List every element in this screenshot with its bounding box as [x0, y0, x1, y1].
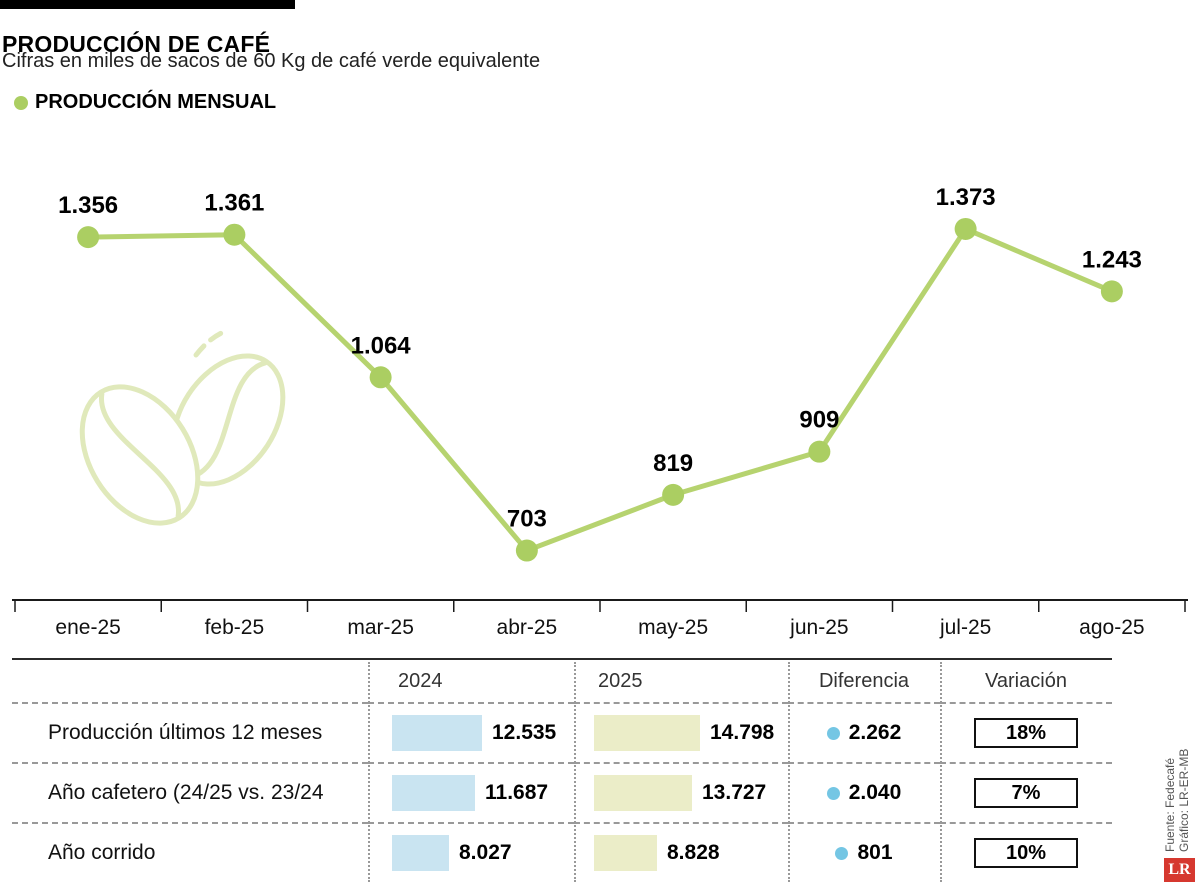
column-divider — [940, 662, 942, 882]
col-header-diferencia: Diferencia — [818, 669, 910, 692]
diff-value: 2.040 — [848, 781, 902, 804]
diff-dot-icon — [826, 786, 840, 800]
x-axis-label: may-25 — [638, 616, 708, 639]
credits: Fuente: Fedecafé Gráfico: LR-ER-MB — [1163, 749, 1191, 852]
legend-label: PRODUCCIÓN MENSUAL — [35, 91, 277, 113]
point-value-label: 1.243 — [1082, 246, 1142, 273]
value-2024: 11.687 — [485, 781, 549, 804]
data-point — [808, 440, 831, 463]
diff-dot-icon — [826, 726, 840, 740]
cell-2025: 14.798 — [574, 702, 788, 762]
data-point — [515, 539, 538, 562]
cell-2024: 11.687 — [368, 762, 574, 822]
legend: PRODUCCIÓN MENSUAL — [14, 91, 276, 114]
row-label: Año corrido — [12, 822, 368, 882]
cell-diferencia: 2.040 — [788, 762, 940, 822]
page-subtitle: Cifras en miles de sacos de 60 Kg de caf… — [2, 50, 541, 72]
point-value-label: 1.356 — [58, 192, 118, 219]
column-divider — [574, 662, 576, 882]
x-axis-label: ago-25 — [1079, 616, 1144, 639]
bar-2025 — [594, 775, 692, 811]
column-divider — [788, 662, 790, 882]
series-line — [88, 226, 1113, 554]
x-axis-label: feb-25 — [205, 616, 265, 639]
x-axis-label: abr-25 — [497, 616, 558, 639]
diff-value: 801 — [857, 841, 893, 864]
data-point — [77, 226, 100, 249]
variation-box: 10% — [974, 838, 1078, 868]
page-title: PRODUCCIÓN DE CAFÉ — [2, 31, 271, 58]
cell-variacion: 10% — [940, 822, 1112, 882]
x-axis-label: ene-25 — [55, 616, 120, 639]
cell-diferencia: 801 — [788, 822, 940, 882]
row-label: Producción últimos 12 meses — [12, 702, 368, 762]
data-point — [223, 223, 246, 246]
variation-box: 18% — [974, 718, 1078, 748]
col-header-2024: 2024 — [398, 669, 443, 692]
summary-table: 2024 2025 Diferencia Variación Producció… — [12, 658, 1112, 882]
coffee-beans-icon — [79, 328, 286, 526]
legend-dot-icon — [14, 95, 28, 110]
cell-2025: 8.828 — [574, 822, 788, 882]
bar-2024 — [392, 835, 449, 871]
diff-dot-icon — [835, 846, 849, 860]
x-axis-label: jul-25 — [939, 616, 991, 639]
diff-value: 2.262 — [848, 721, 902, 744]
value-2025: 14.798 — [710, 721, 775, 744]
value-2025: 8.828 — [667, 841, 720, 864]
bar-2025 — [594, 715, 700, 751]
col-header-variacion: Variación — [985, 669, 1067, 692]
point-value-label: 1.064 — [351, 332, 412, 359]
point-value-label: 1.373 — [936, 184, 996, 211]
data-point — [1100, 280, 1123, 303]
line-chart-svg: 1.356 ene-25 1.361 feb-25 1.064 mar-25 703 abr-… — [12, 184, 1188, 639]
point-value-label: 909 — [799, 407, 839, 434]
point-value-label: 703 — [507, 506, 547, 533]
x-axis-label: mar-25 — [347, 616, 414, 639]
bar-2025 — [594, 835, 657, 871]
variation-box: 7% — [974, 778, 1078, 808]
table-corner-cell — [12, 660, 368, 702]
bar-2024 — [392, 715, 482, 751]
value-2024: 8.027 — [459, 841, 512, 864]
data-point — [662, 483, 685, 506]
row-label: Año cafetero (24/25 vs. 23/24 — [12, 762, 368, 822]
cell-2024: 8.027 — [368, 822, 574, 882]
credit-source: Fuente: Fedecafé — [1163, 758, 1177, 852]
chart-layer: 1.356 ene-25 1.361 feb-25 1.064 mar-25 703 abr-… — [12, 184, 1188, 639]
cell-diferencia: 2.262 — [788, 702, 940, 762]
point-value-label: 1.361 — [204, 190, 264, 217]
lr-logo: LR — [1164, 858, 1195, 882]
col-header-2025: 2025 — [598, 669, 643, 692]
data-point — [954, 217, 977, 240]
data-point — [369, 366, 392, 389]
cell-variacion: 18% — [940, 702, 1112, 762]
monthly-production-chart: 1.356 ene-25 1.361 feb-25 1.064 mar-25 703 abr-… — [0, 130, 1200, 660]
cell-2024: 12.535 — [368, 702, 574, 762]
cell-variacion: 7% — [940, 762, 1112, 822]
x-axis-label: jun-25 — [789, 616, 848, 639]
point-value-label: 819 — [653, 450, 693, 477]
credit-graphic: Gráfico: LR-ER-MB — [1177, 749, 1191, 852]
top-black-bar — [0, 0, 295, 9]
bar-2024 — [392, 775, 475, 811]
value-2025: 13.727 — [702, 781, 767, 804]
value-2024: 12.535 — [492, 721, 557, 744]
cell-2025: 13.727 — [574, 762, 788, 822]
column-divider — [368, 662, 370, 882]
